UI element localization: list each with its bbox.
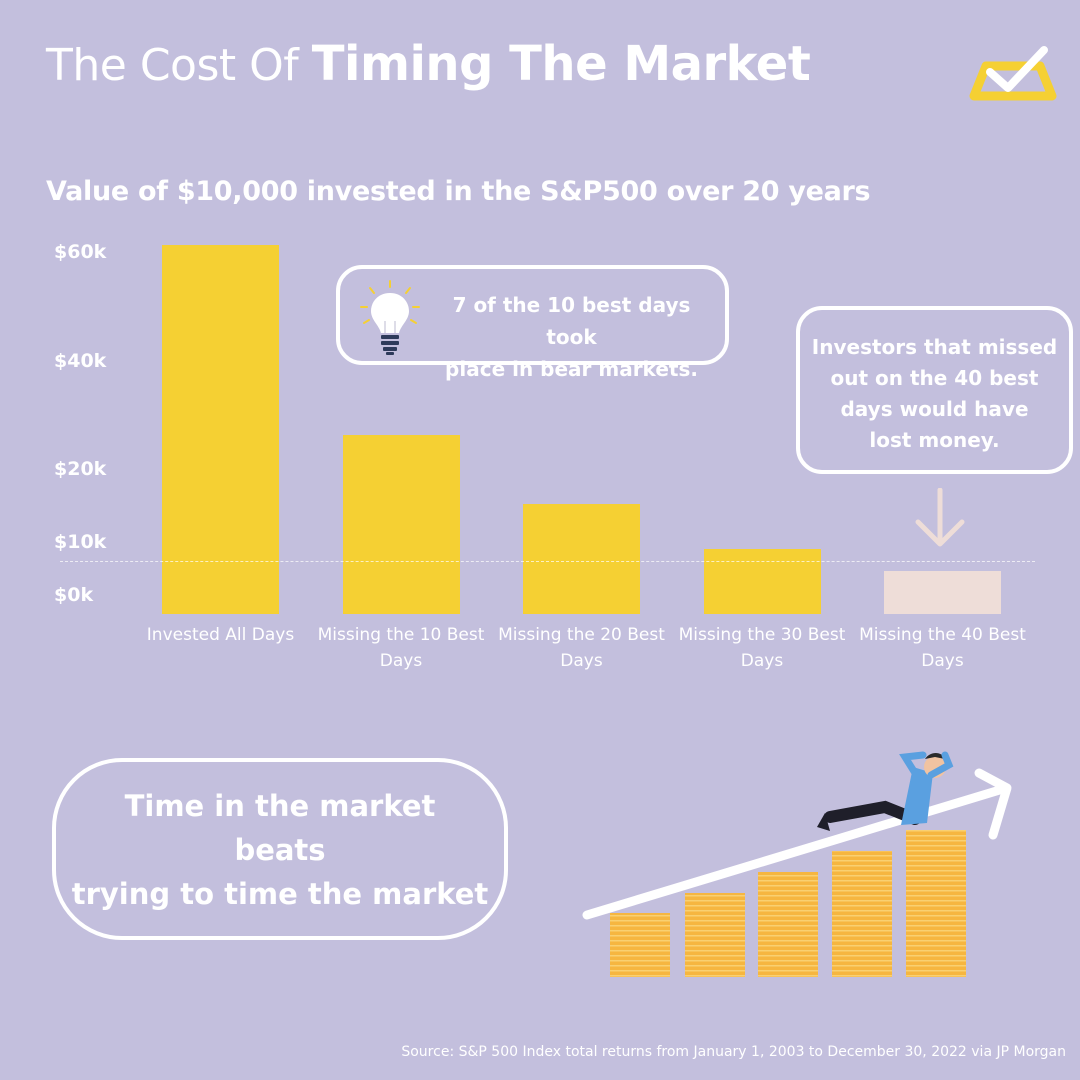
callout-line: days would have [840,397,1029,421]
title-bold: Timing The Market [311,36,811,92]
lost-money-callout: Investors that missed out on the 40 best… [796,306,1073,474]
y-tick-label: $60k [54,241,107,263]
category-label: Invested All Days [132,622,310,648]
relaxing-investor-on-coin-stacks-illustration [582,751,1012,977]
category-label-line: Days [740,651,784,671]
category-label-line: Days [560,651,603,671]
category-label-line: Missing the 20 Best [498,625,665,645]
callout-line: Time in the market [124,789,436,823]
category-label-line: Missing the 40 Best [859,625,1026,645]
checkmark-badge-icon [969,46,1057,101]
category-label: Missing the 40 Best Days [854,622,1032,674]
page-title: The Cost Of Timing The Market [46,36,811,92]
y-tick-label: $10k [54,531,107,553]
title-light: The Cost Of [46,40,299,91]
chart-bar [162,244,279,614]
category-label: Missing the 20 Best Days [493,622,671,674]
category-label-line: Days [921,651,964,671]
source-note: Source: S&P 500 Index total returns from… [401,1044,1066,1060]
callout-line: trying to time the market [71,877,489,911]
reference-line [60,561,1035,562]
callout-line: out on the 40 best [830,366,1039,390]
coin-stacks [610,830,966,977]
category-label-line: Days [379,651,423,671]
callout-line: Investors that missed [811,335,1058,359]
category-label-line: Missing the 10 Best [317,625,485,645]
lightbulb-icon [360,280,420,355]
chart-bar [884,571,1001,614]
bear-market-callout: 7 of the 10 best days took place in bear… [336,265,729,381]
down-arrow-icon [915,488,965,547]
callout-line: lost money. [869,428,1000,452]
chart-bar [703,548,821,614]
chart-bar [523,503,640,614]
callout-line: beats [234,833,326,867]
callout-line: 7 of the 10 best days took [452,293,691,349]
category-label: Missing the 30 Best Days [673,622,851,674]
time-in-market-callout: Time in the market beats trying to time … [52,758,508,940]
y-tick-label: $0k [54,584,94,606]
category-label: Missing the 10 Best Days [312,622,490,674]
y-tick-label: $20k [54,458,107,480]
y-tick-label: $40k [54,349,107,372]
chart-title: Value of $10,000 invested in the S&P500 … [46,176,871,207]
growth-arrow [582,768,1012,920]
category-label-line: Invested All Days [146,625,295,645]
category-label-line: Missing the 30 Best [678,625,846,645]
chart-bar [342,435,460,614]
investor-figure [817,751,954,831]
callout-line: place in bear markets. [445,357,698,381]
